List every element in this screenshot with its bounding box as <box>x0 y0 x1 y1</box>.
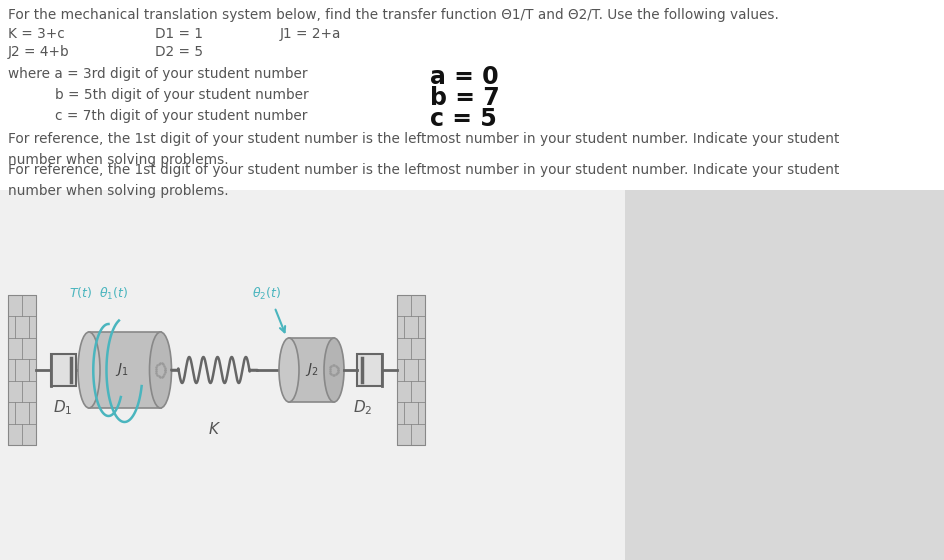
Text: b = 7: b = 7 <box>430 86 499 110</box>
Text: D1 = 1: D1 = 1 <box>155 27 203 41</box>
Ellipse shape <box>78 332 100 408</box>
Text: c = 5: c = 5 <box>430 107 497 131</box>
Bar <box>357 354 381 386</box>
Text: $T(t)$  $\theta_1(t)$: $T(t)$ $\theta_1(t)$ <box>69 286 128 302</box>
Text: For reference, the 1st digit of your student number is the leftmost number in yo: For reference, the 1st digit of your stu… <box>8 132 838 167</box>
Bar <box>8 295 36 445</box>
Bar <box>89 332 160 408</box>
Bar <box>624 190 944 560</box>
Text: c = 7th digit of your student number: c = 7th digit of your student number <box>55 109 307 123</box>
Text: For the mechanical translation system below, find the transfer function Θ1/T and: For the mechanical translation system be… <box>8 8 778 22</box>
Bar <box>396 295 425 445</box>
Text: J1 = 2+a: J1 = 2+a <box>279 27 341 41</box>
Bar <box>0 190 624 560</box>
Text: $D_1$: $D_1$ <box>53 398 72 417</box>
Ellipse shape <box>278 338 298 402</box>
Text: $J_1$: $J_1$ <box>115 362 128 379</box>
Bar <box>51 354 76 386</box>
Text: where a = 3rd digit of your student number: where a = 3rd digit of your student numb… <box>8 67 307 81</box>
Text: $\theta_2(t)$: $\theta_2(t)$ <box>251 286 280 302</box>
Text: K: K <box>209 422 219 437</box>
Text: J2 = 4+b: J2 = 4+b <box>8 45 70 59</box>
Bar <box>289 338 333 402</box>
Text: b = 5th digit of your student number: b = 5th digit of your student number <box>55 88 309 102</box>
Text: For reference, the 1st digit of your student number is the leftmost number in yo: For reference, the 1st digit of your stu… <box>8 163 838 198</box>
Text: $D_2$: $D_2$ <box>353 398 372 417</box>
Text: $J_2$: $J_2$ <box>304 362 318 379</box>
Text: a = 0: a = 0 <box>430 65 498 89</box>
Text: K = 3+c: K = 3+c <box>8 27 65 41</box>
Ellipse shape <box>324 338 344 402</box>
Text: D2 = 5: D2 = 5 <box>155 45 203 59</box>
Ellipse shape <box>149 332 171 408</box>
